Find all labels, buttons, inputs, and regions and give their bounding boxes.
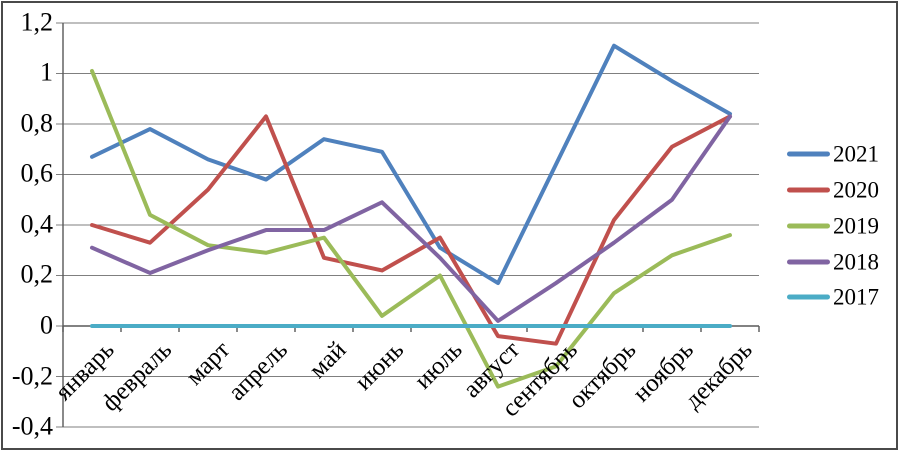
y-axis-tick-label: 1,2 (20, 7, 54, 37)
y-axis-tick-label: 0,6 (20, 158, 54, 188)
legend-item: 2021 (787, 143, 879, 166)
y-axis-tick-label: -0,4 (11, 411, 53, 441)
y-axis-tick-label: 0,8 (20, 108, 54, 138)
legend-label: 2021 (833, 141, 879, 167)
series-line-2021 (90, 43, 732, 286)
legend-line-sample (787, 151, 830, 157)
y-axis-tick-label: 0 (40, 310, 53, 340)
series-line-2018 (90, 114, 732, 323)
legend-label: 2019 (833, 213, 879, 239)
y-axis-tick-label: 0,2 (20, 259, 54, 289)
series-line-2019 (90, 68, 732, 389)
legend-item: 2018 (787, 251, 879, 274)
legend-line-sample (787, 259, 830, 265)
legend-item: 2019 (787, 215, 879, 238)
legend-line-sample (787, 187, 830, 193)
series-line-2020 (90, 114, 732, 346)
legend-line-sample (787, 294, 830, 300)
y-axis-tick-label: 0,4 (20, 209, 54, 239)
legend-label: 2017 (833, 284, 879, 310)
y-axis-tick-label: 1 (40, 57, 53, 87)
legend-item: 2017 (787, 286, 879, 309)
legend-item: 2020 (787, 179, 879, 202)
legend-label: 2018 (833, 249, 879, 275)
y-axis-tick-label: -0,2 (11, 361, 53, 391)
legend-label: 2020 (833, 177, 879, 203)
legend-line-sample (787, 223, 830, 229)
